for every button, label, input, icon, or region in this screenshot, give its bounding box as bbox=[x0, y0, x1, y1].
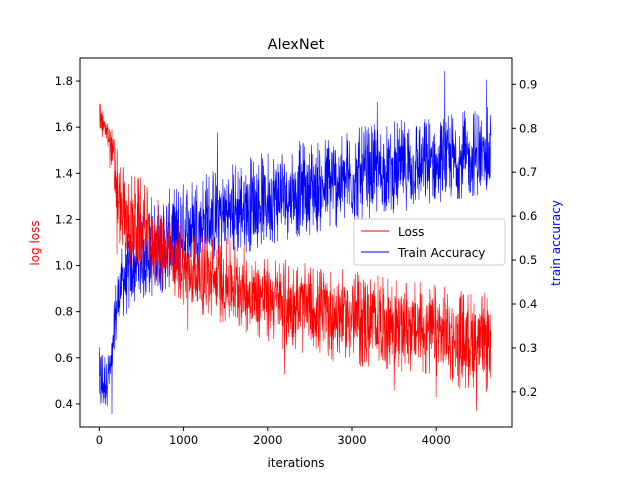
x-tick-label-0: 0 bbox=[96, 433, 103, 447]
y-left-tick-label-3: 1.0 bbox=[55, 259, 73, 273]
y-left-tick-label-7: 1.8 bbox=[55, 74, 73, 88]
y-left-tick-label-5: 1.4 bbox=[55, 166, 73, 180]
x-axis: 0 1000 2000 3000 4000 bbox=[96, 427, 451, 447]
legend-label-loss: Loss bbox=[398, 225, 424, 239]
y-right-tick-label-1: 0.3 bbox=[519, 341, 537, 355]
y-right-tick-label-4: 0.6 bbox=[519, 209, 537, 223]
y-left-tick-label-1: 0.6 bbox=[55, 351, 73, 365]
y-axis-label-left: log loss bbox=[28, 220, 42, 265]
x-tick-label-1: 1000 bbox=[169, 433, 198, 447]
y-left-tick-label-4: 1.2 bbox=[55, 212, 73, 226]
y-axis-right: 0.2 0.3 0.4 0.5 0.6 0.7 0.8 0.9 bbox=[512, 77, 537, 399]
series-layer bbox=[99, 70, 492, 415]
x-tick-label-3: 3000 bbox=[337, 433, 366, 447]
y-right-tick-label-7: 0.9 bbox=[519, 77, 537, 91]
plot-area bbox=[79, 57, 513, 428]
y-right-tick-label-0: 0.2 bbox=[519, 385, 537, 399]
y-axis-left: 0.4 0.6 0.8 1.0 1.2 1.4 1.6 1.8 bbox=[55, 74, 80, 411]
y-right-tick-label-3: 0.5 bbox=[519, 253, 537, 267]
y-axis-label-right: train accuracy bbox=[549, 200, 563, 286]
y-left-tick-label-0: 0.4 bbox=[55, 397, 73, 411]
y-right-tick-label-6: 0.8 bbox=[519, 121, 537, 135]
y-left-tick-label-2: 0.8 bbox=[55, 305, 73, 319]
x-axis-label: iterations bbox=[268, 456, 325, 470]
y-left-tick-label-6: 1.6 bbox=[55, 120, 73, 134]
x-tick-label-4: 4000 bbox=[422, 433, 451, 447]
plot-frame bbox=[79, 57, 513, 428]
y-right-tick-label-5: 0.7 bbox=[519, 165, 537, 179]
legend-box bbox=[353, 218, 506, 266]
x-tick-label-2: 2000 bbox=[253, 433, 282, 447]
legend-label-accuracy: Train Accuracy bbox=[397, 246, 485, 260]
y-right-tick-label-2: 0.4 bbox=[519, 297, 537, 311]
chart-title: AlexNet bbox=[268, 37, 325, 53]
series-line-loss bbox=[99, 103, 492, 412]
legend: Loss Train Accuracy bbox=[353, 218, 506, 266]
